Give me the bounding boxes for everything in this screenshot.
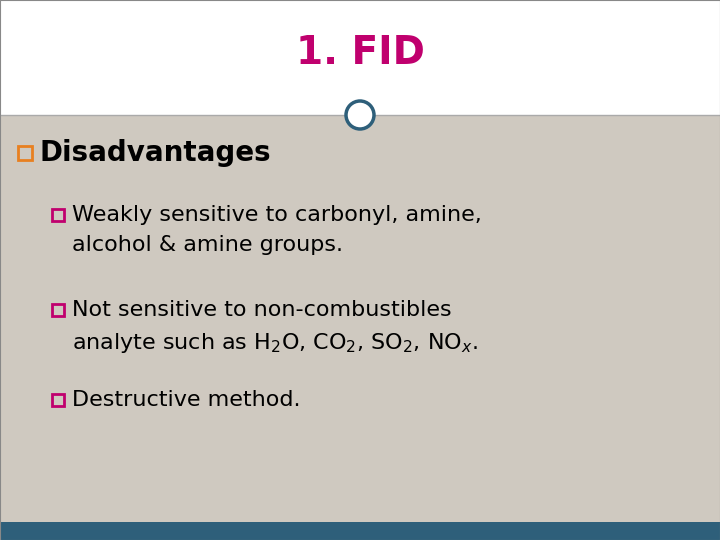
Circle shape (346, 101, 374, 129)
Text: 1. FID: 1. FID (296, 35, 424, 72)
Text: Disadvantages: Disadvantages (40, 139, 271, 167)
FancyBboxPatch shape (0, 115, 720, 522)
FancyBboxPatch shape (0, 522, 720, 540)
Text: Weakly sensitive to carbonyl, amine,
alcohol & amine groups.: Weakly sensitive to carbonyl, amine, alc… (72, 205, 482, 254)
Text: Destructive method.: Destructive method. (72, 390, 300, 410)
Text: Not sensitive to non-combustibles
analyte such as H$_2$O, CO$_2$, SO$_2$, NO$_x$: Not sensitive to non-combustibles analyt… (72, 300, 478, 355)
FancyBboxPatch shape (0, 0, 720, 115)
